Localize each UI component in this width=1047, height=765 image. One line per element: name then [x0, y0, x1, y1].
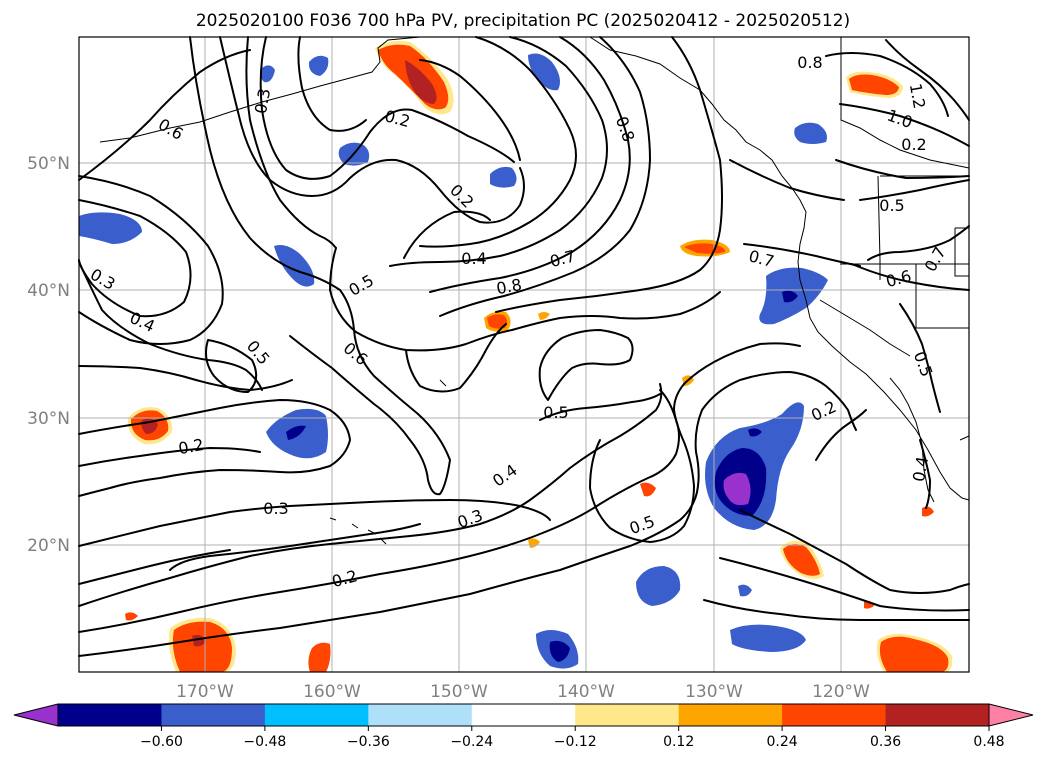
lon-label: 130°W — [685, 682, 743, 702]
precip-blob — [125, 612, 138, 621]
lat-label: 50°N — [27, 154, 70, 174]
coastlines — [99, 36, 970, 545]
lat-axis-labels: 50°N 40°N 30°N 20°N — [27, 154, 70, 556]
contour-label: 0.2 — [177, 435, 205, 458]
lon-label: 140°W — [557, 682, 615, 702]
lon-label: 150°W — [430, 682, 488, 702]
contour-label: 0.8 — [495, 275, 523, 298]
colorbar-frame — [57, 703, 990, 727]
colorbar-swatch — [264, 704, 369, 726]
map-frame — [78, 36, 970, 673]
colorbar-swatch — [678, 704, 783, 726]
colorbar-tick-label: −0.12 — [554, 734, 597, 750]
colorbar-swatch — [368, 704, 473, 726]
precip-blob — [487, 314, 508, 329]
precip-blob — [549, 640, 570, 662]
precip-blob — [783, 543, 820, 576]
contour-label: 0.4 — [461, 249, 486, 268]
colorbar-extend-min — [14, 704, 58, 726]
lat-label: 40°N — [27, 281, 70, 301]
map-background — [79, 37, 969, 672]
precip-blob — [640, 482, 656, 497]
colorbar-tick-label: −0.60 — [140, 734, 183, 750]
contour-label: 0.2 — [901, 135, 926, 154]
precip-blob — [405, 60, 437, 104]
contour-label: 0.4 — [909, 455, 932, 483]
precip-blob — [260, 65, 275, 83]
lon-label: 170°W — [176, 682, 234, 702]
precip-blob — [274, 245, 315, 287]
colorbar: −0.60 −0.48 −0.36 −0.24 −0.12 0.12 0.24 0.36 0.4… — [13, 703, 1034, 750]
lat-label: 20°N — [27, 536, 70, 556]
precip-blob — [794, 122, 827, 144]
precip-blob — [490, 166, 517, 188]
colorbar-tick-label: −0.24 — [450, 734, 493, 750]
precip-blob — [849, 74, 899, 95]
precip-blob — [782, 290, 798, 303]
precip-blob — [636, 566, 681, 606]
precip-blob — [286, 425, 306, 440]
precip-blob — [79, 212, 142, 244]
contour-label: 0.3 — [251, 87, 274, 115]
precip-blob — [308, 55, 329, 76]
colorbar-swatch — [885, 704, 990, 726]
figure-title: 2025020100 F036 700 hPa PV, precipitatio… — [196, 11, 850, 31]
precip-blob — [528, 538, 540, 548]
precip-blob — [922, 506, 934, 517]
lon-label: 120°W — [812, 682, 870, 702]
colorbar-tick-label: 0.24 — [767, 734, 798, 750]
pv-contours — [78, 36, 970, 657]
lon-axis-labels: 170°W 160°W 150°W 140°W 130°W 120°W — [176, 682, 870, 702]
contour-label: 0.5 — [879, 196, 904, 215]
precip-blob — [172, 621, 232, 672]
precip-blob — [879, 636, 949, 672]
precip-blob — [748, 428, 762, 437]
contour-label: 0.5 — [543, 403, 568, 422]
colorbar-swatch — [58, 704, 162, 726]
colorbar-tick-label: −0.48 — [243, 734, 286, 750]
colorbar-tick-label: 0.36 — [870, 734, 901, 750]
colorbar-tick-label: −0.36 — [347, 734, 390, 750]
colorbar-tick-label: 0.48 — [973, 734, 1004, 750]
precip-blob — [730, 624, 806, 652]
contour-label: 0.3 — [263, 499, 288, 518]
colorbar-extend-outline — [13, 703, 1034, 727]
colorbar-swatch — [782, 704, 887, 726]
precip-blob — [538, 312, 550, 320]
colorbar-swatch — [471, 704, 576, 726]
lat-label: 30°N — [27, 409, 70, 429]
colorbar-swatch — [161, 704, 266, 726]
colorbar-tick-label: 0.12 — [663, 734, 694, 750]
contour-label: 1.2 — [906, 82, 929, 110]
precip-blob — [723, 472, 751, 506]
colorbar-swatch — [575, 704, 680, 726]
contour-label: 0.8 — [797, 53, 822, 72]
precip-blob — [528, 53, 560, 91]
lon-label: 160°W — [303, 682, 361, 702]
precip-blob — [308, 642, 331, 672]
colorbar-extend-max — [989, 704, 1033, 726]
precip-blob — [738, 584, 752, 597]
